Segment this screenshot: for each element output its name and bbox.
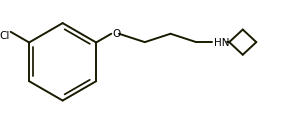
Text: HN: HN [214,38,229,48]
Text: O: O [112,28,121,38]
Text: Cl: Cl [0,31,10,41]
